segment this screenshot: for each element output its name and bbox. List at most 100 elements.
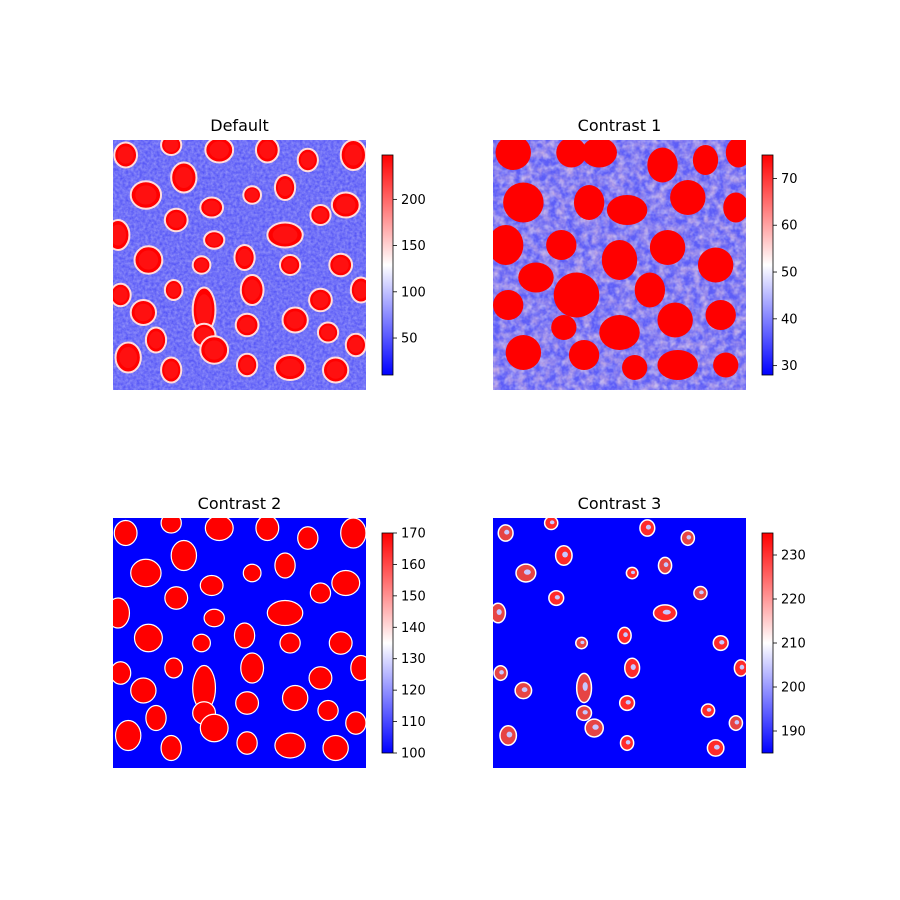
particle-blob [204, 518, 234, 542]
particle-blob [240, 652, 265, 684]
particle-core [164, 361, 179, 379]
particle-blob [331, 569, 361, 597]
heatmap-image [113, 140, 366, 390]
particle-core [240, 357, 255, 373]
colorbar-tick-label: 30 [781, 359, 798, 374]
particle-blob [235, 691, 260, 715]
particle-core [348, 337, 363, 353]
particle-highlight [504, 529, 510, 535]
particle-blob [113, 597, 131, 629]
particle-core [119, 347, 138, 368]
panel-default: Default 50 100 150 200 [113, 116, 426, 390]
particle-core [312, 292, 329, 308]
colorbar-tick-label: 190 [781, 725, 806, 740]
colorbar-tick-label: 110 [401, 715, 426, 730]
particle-blob [133, 623, 163, 653]
particle-highlight [739, 664, 745, 670]
particle-core [244, 279, 261, 301]
particle-blob [236, 731, 258, 755]
particle-core [336, 196, 356, 214]
particle-core [113, 287, 128, 303]
colorbar-tick-label: 150 [401, 589, 426, 604]
particle-highlight [645, 524, 652, 530]
particle-core [113, 224, 127, 246]
particle-blob [581, 140, 617, 168]
particle-highlight [623, 632, 628, 638]
panel-contrast-3: Contrast 3 190 200 210 220 230 [493, 494, 806, 768]
particle-blob [164, 586, 189, 610]
particle-blob [657, 350, 698, 380]
particle-core [272, 226, 298, 244]
particle-core [277, 178, 293, 197]
particle-highlight [625, 740, 631, 745]
particle-blob [266, 599, 304, 627]
particle-core [204, 340, 224, 360]
particle-blob [113, 661, 132, 685]
colorbar-tick-label: 60 [781, 219, 798, 234]
particle-blob [255, 518, 280, 542]
particle-highlight [630, 570, 636, 575]
particle-blob [340, 518, 366, 549]
particle-highlight [699, 590, 704, 595]
particle-blob [705, 300, 736, 330]
colorbar-tick-label: 70 [781, 172, 798, 187]
particle-core [344, 144, 363, 166]
particle-highlight [496, 609, 502, 615]
particle-core [117, 146, 134, 164]
colorbar-tick-label: 40 [781, 312, 798, 327]
colorbar-tick-label: 100 [401, 747, 426, 762]
particle-core [353, 281, 366, 299]
particle-core [168, 212, 185, 228]
particle-blob [503, 182, 544, 223]
particle-highlight [662, 609, 671, 615]
particle-blob [297, 526, 319, 550]
particle-blob [308, 666, 333, 690]
particle-blob [274, 732, 306, 759]
particle-highlight [592, 724, 599, 730]
panel-title: Contrast 1 [578, 116, 662, 135]
particle-blob [713, 352, 739, 378]
particle-blob [199, 713, 229, 743]
heatmap-image [493, 140, 746, 390]
colorbar-tick-label: 130 [401, 652, 426, 667]
particle-blob [160, 518, 182, 534]
colorbar-tick-label: 200 [401, 193, 426, 208]
particle-blob [599, 315, 640, 350]
particle-highlight [713, 744, 720, 750]
panel-title: Contrast 2 [198, 494, 282, 513]
colorbar: 100 110 120 130 140 150 160 170 [381, 527, 426, 762]
particle-core [203, 200, 220, 215]
colorbar-tick-label: 170 [401, 527, 426, 542]
particle-highlight [582, 710, 588, 715]
particle-core [134, 303, 153, 322]
particle-blob [606, 195, 648, 225]
particle-highlight [521, 687, 528, 693]
particle-blob [309, 582, 332, 604]
particle-core [237, 248, 252, 267]
particle-blob [551, 315, 577, 340]
particle-core [167, 283, 180, 297]
particle-core [283, 258, 298, 272]
particle-core [164, 140, 179, 152]
particle-core [196, 294, 213, 326]
particle-blob [170, 539, 198, 572]
particle-core [148, 331, 164, 349]
particle-highlight [554, 595, 560, 600]
particle-blob [203, 608, 225, 628]
particle-blob [192, 633, 212, 653]
colorbar: 50 100 150 200 [381, 154, 426, 376]
particle-core [195, 258, 208, 272]
particle-blob [281, 684, 309, 712]
particle-blob [657, 302, 693, 338]
particle-highlight [630, 664, 636, 670]
particle-blob [130, 558, 162, 588]
colorbar: 190 200 210 220 230 [761, 532, 806, 754]
particle-blob [274, 552, 296, 579]
particle-blob [493, 290, 524, 320]
particle-blob [345, 711, 366, 735]
colorbar-tick-label: 160 [401, 558, 426, 573]
particle-core [209, 141, 230, 159]
particle-blob [573, 185, 605, 220]
particle-blob [130, 677, 157, 704]
colorbar-tick-label: 150 [401, 239, 426, 254]
